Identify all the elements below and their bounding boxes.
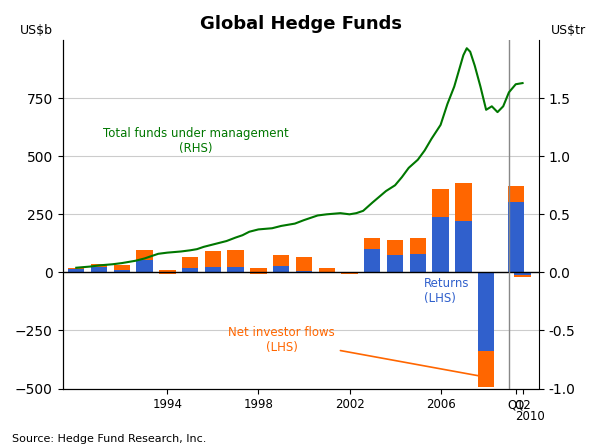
Bar — [364, 238, 380, 249]
Bar — [136, 260, 153, 272]
Bar — [91, 264, 107, 266]
Text: Net investor flows
(LHS): Net investor flows (LHS) — [228, 326, 493, 380]
Text: Returns
(LHS): Returns (LHS) — [424, 277, 470, 305]
Bar — [68, 268, 85, 269]
Bar — [113, 270, 130, 272]
Bar — [514, 275, 531, 277]
Bar — [478, 272, 494, 351]
Bar — [273, 255, 289, 266]
Bar — [205, 251, 221, 267]
Bar — [159, 272, 176, 274]
Bar — [478, 351, 494, 387]
Text: US$tr: US$tr — [551, 24, 586, 36]
Bar — [159, 270, 176, 274]
Text: 2010: 2010 — [515, 409, 545, 423]
Bar — [433, 189, 449, 217]
Bar — [514, 272, 531, 277]
Bar — [319, 267, 335, 274]
Bar — [387, 240, 403, 255]
Bar — [136, 250, 153, 260]
Bar — [227, 267, 244, 272]
Bar — [205, 267, 221, 272]
Bar — [319, 272, 335, 274]
Bar — [91, 266, 107, 272]
Bar — [364, 249, 380, 272]
Text: US$b: US$b — [20, 24, 53, 36]
Bar — [68, 269, 85, 272]
Bar — [410, 254, 426, 272]
Bar — [410, 238, 426, 254]
Bar — [341, 272, 358, 274]
Bar — [296, 257, 312, 271]
Bar — [296, 271, 312, 272]
Bar — [341, 272, 358, 274]
Bar — [273, 266, 289, 272]
Bar — [182, 268, 199, 272]
Bar — [387, 255, 403, 272]
Bar — [508, 186, 524, 202]
Title: Global Hedge Funds: Global Hedge Funds — [200, 15, 401, 33]
Text: Total funds under management
(RHS): Total funds under management (RHS) — [103, 127, 289, 155]
Bar — [455, 183, 472, 221]
Bar — [508, 202, 524, 272]
Bar — [113, 265, 130, 270]
Bar — [455, 221, 472, 272]
Bar — [250, 272, 266, 274]
Bar — [250, 268, 266, 274]
Bar — [182, 257, 199, 268]
Text: Source: Hedge Fund Research, Inc.: Source: Hedge Fund Research, Inc. — [12, 434, 206, 444]
Bar — [227, 250, 244, 267]
Bar — [433, 217, 449, 272]
